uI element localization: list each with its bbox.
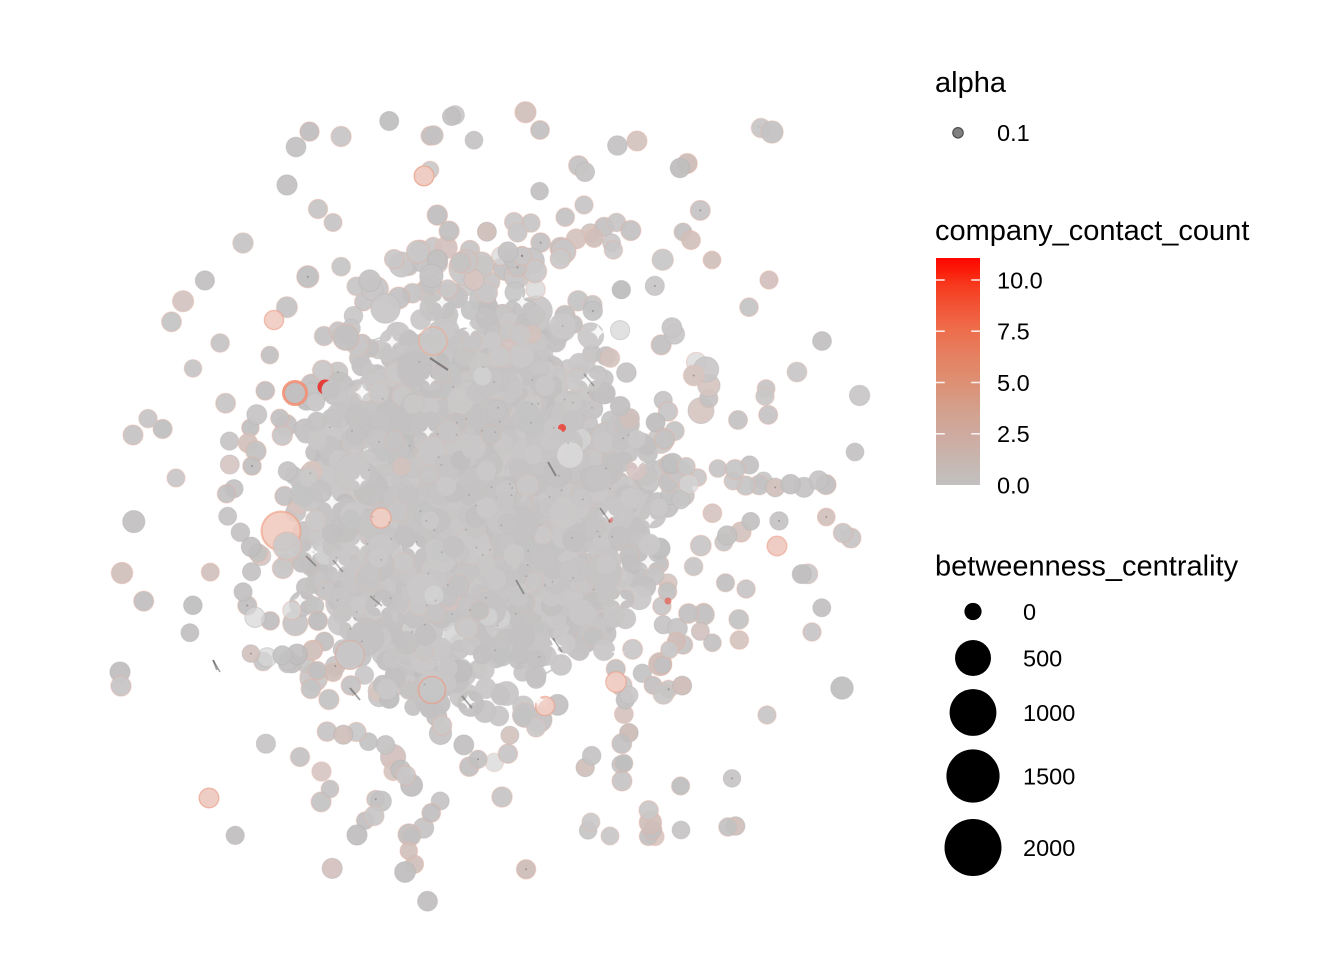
svg-text:company_contact_count: company_contact_count bbox=[935, 215, 1249, 247]
svg-text:0.0: 0.0 bbox=[997, 472, 1030, 498]
svg-text:500: 500 bbox=[1023, 645, 1062, 671]
svg-text:0.1: 0.1 bbox=[997, 120, 1030, 146]
svg-text:7.5: 7.5 bbox=[997, 319, 1030, 345]
svg-text:1000: 1000 bbox=[1023, 700, 1075, 726]
svg-text:alpha: alpha bbox=[935, 67, 1007, 99]
svg-text:2000: 2000 bbox=[1023, 835, 1075, 861]
svg-text:betweenness_centrality: betweenness_centrality bbox=[935, 551, 1239, 583]
svg-text:5.0: 5.0 bbox=[997, 370, 1030, 396]
svg-text:0: 0 bbox=[1023, 599, 1036, 625]
svg-text:1500: 1500 bbox=[1023, 763, 1075, 789]
svg-text:2.5: 2.5 bbox=[997, 421, 1030, 447]
svg-text:10.0: 10.0 bbox=[997, 267, 1043, 293]
